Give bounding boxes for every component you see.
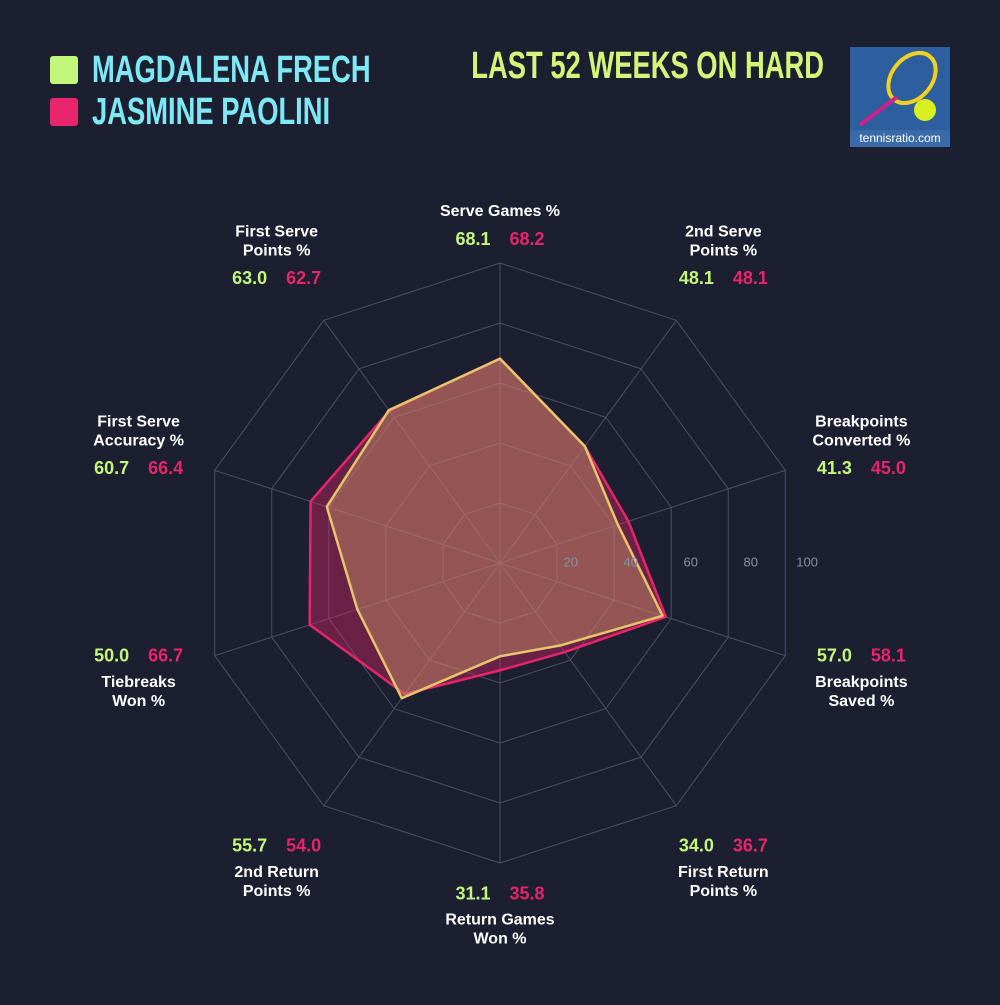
category-label: Points % [690, 883, 758, 900]
value-label: 35.8 [509, 883, 544, 903]
category-label: First Return [678, 864, 769, 881]
spoke [323, 562, 501, 806]
spoke [499, 469, 786, 564]
value-label: 36.7 [733, 836, 768, 856]
category-label: Converted % [813, 432, 911, 449]
category-label: Won % [112, 693, 165, 710]
category-label: 2nd Return [234, 864, 318, 881]
r-tick-label: 40 [624, 554, 638, 569]
spoke [499, 320, 677, 564]
spoke [323, 320, 501, 564]
category-label: 2nd Serve [685, 223, 762, 240]
category-label: Breakpoints [815, 674, 908, 691]
chart-title: LAST 52 WEEKS ON HARD [471, 45, 824, 87]
value-label: 66.4 [148, 458, 183, 478]
value-label: 57.0 [817, 646, 852, 666]
value-label: 48.1 [733, 268, 768, 288]
category-label: Serve Games % [440, 203, 560, 220]
category-label: First Serve [97, 413, 180, 430]
category-label: Points % [690, 242, 758, 259]
category-label: Saved % [828, 693, 894, 710]
category-label: Points % [243, 883, 311, 900]
value-label: 55.7 [232, 836, 267, 856]
value-label: 58.1 [871, 646, 906, 666]
logo-strip [850, 130, 950, 147]
category-label: Tiebreaks [101, 674, 176, 691]
value-label: 41.3 [817, 458, 852, 478]
legend-swatch [50, 56, 78, 84]
r-tick-label: 20 [564, 554, 578, 569]
value-label: 34.0 [679, 836, 714, 856]
racket-handle [858, 95, 899, 127]
r-tick-label: 100 [796, 554, 818, 569]
category-label: Points % [243, 242, 311, 259]
value-label: 66.7 [148, 646, 183, 666]
legend-swatch [50, 98, 78, 126]
value-label: 62.7 [286, 268, 321, 288]
series-area [308, 357, 668, 696]
category-label: Accuracy % [93, 432, 184, 449]
category-label: First Serve [235, 223, 318, 240]
spoke [499, 562, 677, 806]
category-label: Won % [473, 931, 526, 948]
r-tick-label: 60 [684, 554, 698, 569]
value-label: 54.0 [286, 836, 321, 856]
value-label: 50.0 [94, 646, 129, 666]
value-label: 31.1 [455, 883, 490, 903]
logo-text: tennisratio.com [859, 131, 940, 145]
value-label: 45.0 [871, 458, 906, 478]
value-label: 68.1 [455, 229, 490, 249]
value-label: 68.2 [509, 229, 544, 249]
value-label: 48.1 [679, 268, 714, 288]
value-label: 60.7 [94, 458, 129, 478]
value-label: 63.0 [232, 268, 267, 288]
r-tick-label: 80 [744, 554, 758, 569]
category-label: Breakpoints [815, 413, 908, 430]
series-area [325, 357, 664, 700]
ball [914, 99, 936, 121]
legend-label: MAGDALENA FRECH [92, 49, 371, 91]
logo: tennisratio.com [850, 47, 950, 147]
legend-label: JASMINE PAOLINI [92, 91, 330, 133]
spoke [499, 562, 786, 657]
category-label: Return Games [445, 912, 554, 929]
spoke [214, 469, 501, 564]
